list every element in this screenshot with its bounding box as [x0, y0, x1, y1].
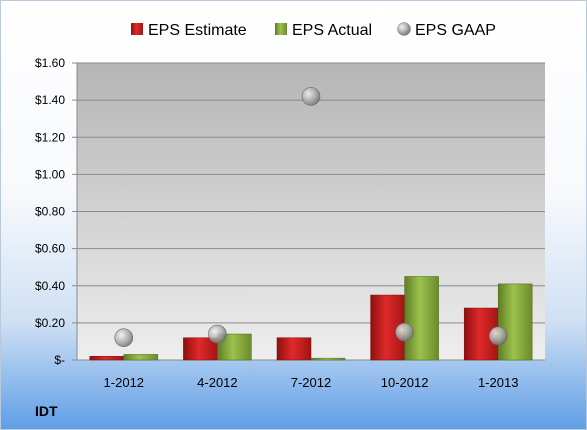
gaap-markers — [114, 87, 508, 348]
x-tick-label: 1-2013 — [478, 375, 518, 390]
bar-eps-estimate — [276, 337, 312, 361]
marker-eps-gaap — [208, 324, 227, 344]
y-tick-label: $0.40 — [35, 279, 65, 293]
bar-eps-actual — [123, 354, 159, 361]
x-tick-label: 1-2012 — [104, 375, 144, 390]
legend-swatch — [131, 23, 143, 35]
y-tick-label: $1.20 — [35, 130, 65, 144]
y-tick-label: $0.20 — [35, 316, 65, 330]
marker-eps-gaap — [301, 87, 321, 106]
y-tick-label: $1.40 — [35, 93, 65, 107]
y-tick-label: $- — [54, 353, 65, 367]
bar-eps-actual — [497, 283, 533, 361]
legend-swatch — [275, 23, 287, 35]
x-tick-label: 7-2012 — [291, 375, 331, 390]
legend: EPS Estimate EPS Actual EPS GAAP — [131, 22, 496, 39]
legend-swatch — [397, 22, 411, 36]
x-axis: 1-2012 4-2012 7-2012 10-2012 1-2013 — [104, 375, 519, 390]
y-tick-label: $0.60 — [35, 242, 65, 256]
bar-eps-actual — [404, 276, 439, 361]
x-tick-label: 10-2012 — [381, 375, 429, 390]
y-tick-label: $1.00 — [35, 167, 65, 181]
legend-label: EPS Estimate — [148, 22, 247, 39]
y-axis: $- $0.20 $0.40 $0.60 $0.80 $1.00 $1.20 $1.40 $1.… — [35, 56, 78, 367]
legend-label: EPS Actual — [292, 22, 372, 39]
marker-eps-gaap — [114, 328, 134, 348]
bars — [89, 276, 533, 361]
y-tick-label: $0.80 — [35, 205, 65, 219]
bar-eps-actual — [310, 357, 346, 361]
bar-eps-estimate — [89, 356, 125, 361]
marker-eps-gaap — [395, 322, 414, 342]
y-tick-label: $1.60 — [35, 56, 65, 70]
legend-label: EPS GAAP — [415, 22, 496, 39]
x-tick-label: 4-2012 — [197, 375, 237, 390]
ticker-label: IDT — [35, 403, 58, 419]
marker-eps-gaap — [488, 326, 508, 346]
